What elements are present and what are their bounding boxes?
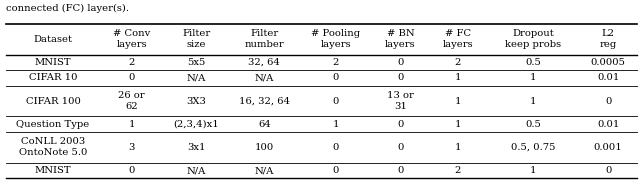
Text: 0: 0 <box>397 143 404 152</box>
Text: 3: 3 <box>129 143 135 152</box>
Text: N/A: N/A <box>255 73 274 82</box>
Text: 0: 0 <box>333 143 339 152</box>
Text: 1: 1 <box>530 96 536 106</box>
Text: 1: 1 <box>454 96 461 106</box>
Text: 0: 0 <box>129 166 135 175</box>
Text: 2: 2 <box>129 58 135 67</box>
Text: Filter
size: Filter size <box>182 29 211 49</box>
Text: 0: 0 <box>397 58 404 67</box>
Text: 0: 0 <box>333 166 339 175</box>
Text: 26 or
62: 26 or 62 <box>118 91 145 111</box>
Text: 0.5, 0.75: 0.5, 0.75 <box>511 143 555 152</box>
Text: 3x1: 3x1 <box>187 143 205 152</box>
Text: 1: 1 <box>129 120 135 129</box>
Text: 0.001: 0.001 <box>594 143 623 152</box>
Text: 2: 2 <box>454 166 461 175</box>
Text: 13 or
31: 13 or 31 <box>387 91 414 111</box>
Text: CoNLL 2003
OntoNote 5.0: CoNLL 2003 OntoNote 5.0 <box>19 137 87 157</box>
Text: connected (FC) layer(s).: connected (FC) layer(s). <box>6 4 129 13</box>
Text: 0.0005: 0.0005 <box>591 58 626 67</box>
Text: 3X3: 3X3 <box>186 96 206 106</box>
Text: CIFAR 10: CIFAR 10 <box>29 73 77 82</box>
Text: 0: 0 <box>333 96 339 106</box>
Text: 64: 64 <box>258 120 271 129</box>
Text: 1: 1 <box>333 120 339 129</box>
Text: 0.01: 0.01 <box>597 120 620 129</box>
Text: N/A: N/A <box>186 166 206 175</box>
Text: # BN
layers: # BN layers <box>385 29 416 49</box>
Text: Filter
number: Filter number <box>244 29 284 49</box>
Text: 2: 2 <box>333 58 339 67</box>
Text: 0: 0 <box>397 120 404 129</box>
Text: 1: 1 <box>530 166 536 175</box>
Text: 100: 100 <box>255 143 274 152</box>
Text: 0: 0 <box>397 166 404 175</box>
Text: 1: 1 <box>454 73 461 82</box>
Text: (2,3,4)x1: (2,3,4)x1 <box>173 120 219 129</box>
Text: 1: 1 <box>454 120 461 129</box>
Text: 32, 64: 32, 64 <box>248 58 280 67</box>
Text: 0: 0 <box>333 73 339 82</box>
Text: 0.5: 0.5 <box>525 58 541 67</box>
Text: 0: 0 <box>397 73 404 82</box>
Text: 5x5: 5x5 <box>187 58 205 67</box>
Text: Question Type: Question Type <box>17 120 90 129</box>
Text: 1: 1 <box>530 73 536 82</box>
Text: CIFAR 100: CIFAR 100 <box>26 96 81 106</box>
Text: 0: 0 <box>605 96 611 106</box>
Text: 0.5: 0.5 <box>525 120 541 129</box>
Text: N/A: N/A <box>255 166 274 175</box>
Text: # FC
layers: # FC layers <box>442 29 473 49</box>
Text: # Pooling
layers: # Pooling layers <box>312 29 360 49</box>
Text: 0: 0 <box>605 166 611 175</box>
Text: MNIST: MNIST <box>35 58 71 67</box>
Text: Dataset: Dataset <box>33 35 72 44</box>
Text: L2
reg: L2 reg <box>600 29 617 49</box>
Text: 1: 1 <box>454 143 461 152</box>
Text: N/A: N/A <box>186 73 206 82</box>
Text: 0: 0 <box>129 73 135 82</box>
Text: 2: 2 <box>454 58 461 67</box>
Text: MNIST: MNIST <box>35 166 71 175</box>
Text: # Conv
layers: # Conv layers <box>113 29 150 49</box>
Text: Dropout
keep probs: Dropout keep probs <box>505 29 561 49</box>
Text: 0.01: 0.01 <box>597 73 620 82</box>
Text: 16, 32, 64: 16, 32, 64 <box>239 96 290 106</box>
